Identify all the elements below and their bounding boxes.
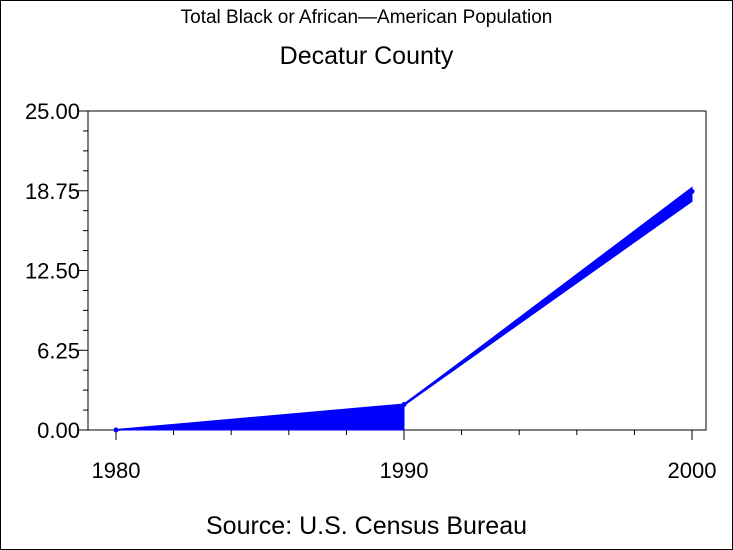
- plot-area: [87, 110, 707, 431]
- y-tick-label: 25.00: [25, 99, 80, 124]
- tick-labels: 0.00 6.25 12.50 18.75 25.00 1980 1990 2000: [25, 99, 717, 483]
- axes: [78, 110, 707, 440]
- x-tick-label: 2000: [668, 458, 717, 483]
- chart-title: Total Black or African—American Populati…: [180, 7, 553, 28]
- x-tick-label: 1980: [92, 458, 141, 483]
- chart-footnote: Source: U.S. Census Bureau: [206, 512, 527, 540]
- series-line: [115, 190, 693, 431]
- y-tick-label: 6.25: [37, 338, 80, 363]
- y-tick-label: 18.75: [25, 179, 80, 204]
- data-point: [113, 427, 119, 433]
- y-tick-label: 0.00: [37, 418, 80, 443]
- series-layer: [113, 186, 695, 433]
- data-point: [689, 188, 695, 194]
- x-tick-label: 1990: [380, 458, 429, 483]
- data-point: [401, 401, 407, 407]
- y-tick-label: 12.50: [25, 259, 80, 284]
- chart-subtitle: Decatur County: [279, 42, 454, 70]
